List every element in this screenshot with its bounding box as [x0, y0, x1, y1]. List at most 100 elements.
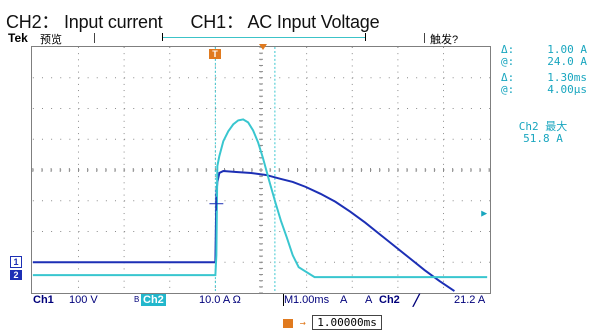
- grid-dot: [443, 249, 445, 251]
- trigger-level[interactable]: 21.2 A: [454, 294, 486, 306]
- grid-dot: [443, 256, 445, 258]
- graticule: [32, 47, 490, 293]
- grid-dot: [224, 231, 226, 232]
- grid-dot: [124, 200, 126, 202]
- grid-dot: [416, 108, 418, 109]
- grid-dot: [361, 231, 363, 232]
- grid-dot: [416, 261, 418, 263]
- grid-dot: [489, 231, 490, 232]
- grid-dot: [370, 261, 372, 263]
- grid-dot: [123, 126, 125, 128]
- grid-dot: [206, 231, 208, 232]
- grid-dot: [114, 108, 116, 109]
- ch2-ground-marker[interactable]: 2: [10, 270, 22, 280]
- grid-dot: [288, 261, 290, 263]
- grid-dot: [242, 231, 244, 232]
- grid-dot: [77, 206, 79, 208]
- grid-dot: [370, 138, 372, 140]
- grid-dot: [123, 157, 125, 159]
- ch1-scale[interactable]: 100 V: [69, 294, 98, 306]
- grid-dot: [77, 133, 79, 135]
- horizontal-position-value[interactable]: 1.00000ms: [312, 315, 382, 330]
- grid-dot: [169, 219, 171, 221]
- grid-dot: [489, 108, 490, 109]
- grid-dot: [297, 77, 299, 79]
- grid-dot: [397, 157, 399, 159]
- ch2-label[interactable]: Ch2: [141, 294, 166, 306]
- grid-dot: [489, 261, 490, 263]
- waveform-display[interactable]: [31, 46, 491, 294]
- grid-dot: [470, 200, 472, 202]
- trigger-source[interactable]: Ch2: [379, 294, 400, 306]
- grid-dot: [242, 108, 244, 109]
- grid-dot: [123, 90, 125, 92]
- grid-dot: [461, 200, 463, 202]
- grid-dot: [397, 200, 399, 202]
- grid-dot: [461, 231, 463, 232]
- trigger-position-marker[interactable]: T: [209, 49, 221, 59]
- grid-dot: [470, 77, 472, 79]
- grid-dot: [214, 133, 216, 135]
- grid-dot: [77, 120, 79, 122]
- grid-dot: [169, 163, 171, 165]
- grid-dot: [123, 139, 125, 141]
- grid-dot: [351, 120, 353, 122]
- grid-dot: [480, 200, 482, 202]
- trigger-slope-icon[interactable]: ╱: [413, 295, 420, 307]
- grid-dot: [397, 163, 399, 165]
- grid-dot: [105, 138, 107, 140]
- grid-dot: [306, 188, 308, 190]
- cursor-readout: Δ: 1.00 A @: 24.0 A Δ: 1.30ms @: 4.00µs: [501, 44, 587, 96]
- grid-dot: [123, 108, 125, 110]
- grid-dot: [306, 53, 308, 55]
- measurement-readout: Ch2 最大 51.8 A: [503, 121, 583, 145]
- grid-dot: [351, 151, 353, 153]
- grid-dot: [343, 200, 345, 202]
- grid-dot: [214, 120, 216, 122]
- grid-dot: [233, 231, 235, 232]
- ch1-ground-marker[interactable]: 1: [10, 256, 22, 268]
- grid-dot: [306, 83, 308, 85]
- grid-dot: [397, 219, 399, 221]
- grid-dot: [407, 200, 409, 202]
- grid-dot: [123, 102, 125, 104]
- trigger-level-arrow[interactable]: [481, 210, 488, 217]
- grid-dot: [151, 231, 153, 232]
- grid-dot: [443, 274, 445, 276]
- grid-dot: [251, 200, 253, 202]
- timebase-scale[interactable]: 1.00ms: [293, 294, 330, 306]
- grid-dot: [306, 145, 308, 147]
- grid-dot: [233, 77, 235, 79]
- grid-dot: [77, 145, 79, 147]
- grid-dot: [397, 268, 399, 270]
- grid-dot: [397, 249, 399, 251]
- grid-dot: [133, 77, 135, 79]
- grid-dot: [370, 108, 372, 109]
- grid-dot: [306, 126, 308, 128]
- grid-dot: [270, 231, 272, 232]
- grid-dot: [77, 194, 79, 196]
- grid-dot: [133, 138, 135, 140]
- grid-dot: [379, 77, 381, 79]
- grid-dot: [397, 213, 399, 215]
- grid-dot: [169, 249, 171, 251]
- grid-dot: [77, 96, 79, 98]
- grid-dot: [397, 225, 399, 227]
- grid-dot: [351, 59, 353, 61]
- grid-dot: [77, 126, 79, 128]
- grid-dot: [260, 219, 262, 221]
- grid-dot: [233, 138, 235, 140]
- ch2-scale[interactable]: 10.0 A Ω: [199, 294, 241, 306]
- grid-dot: [51, 138, 53, 140]
- grid-dot: [434, 200, 436, 202]
- grid-dot: [178, 108, 180, 109]
- grid-dot: [370, 200, 372, 202]
- grid-dot: [270, 77, 272, 79]
- grid-dot: [41, 108, 43, 109]
- grid-dot: [32, 231, 34, 232]
- grid-dot: [124, 108, 126, 109]
- grid-dot: [334, 77, 335, 79]
- grid-dot: [397, 59, 399, 61]
- grid-dot: [443, 163, 445, 165]
- ch1-label[interactable]: Ch1: [33, 294, 54, 306]
